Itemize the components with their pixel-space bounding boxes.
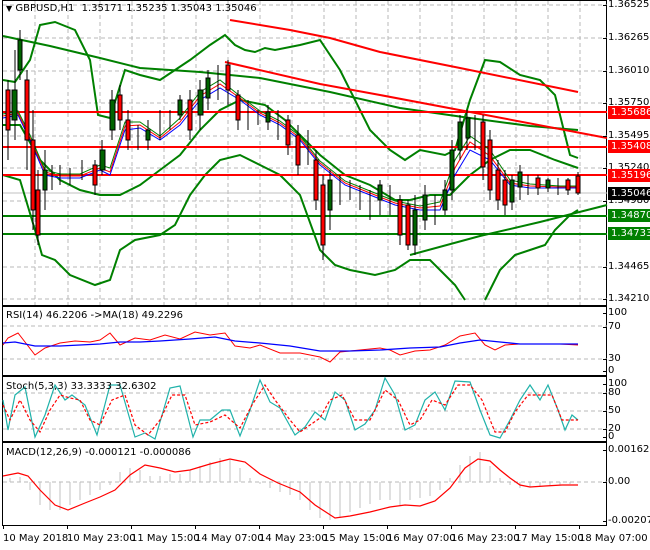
level-tag-support-2: 1.34733 xyxy=(608,227,650,240)
time-label: 17 May 15:00 xyxy=(515,533,584,544)
macd-tick: 0.001629 xyxy=(603,445,650,455)
time-tick-mark xyxy=(579,525,580,529)
time-tick-mark xyxy=(67,525,68,529)
rsi-tick: 30 xyxy=(603,353,621,364)
stoch-tick: 100 xyxy=(602,378,628,389)
stoch-signal-line xyxy=(2,383,578,436)
time-tick-mark xyxy=(131,525,132,529)
price-tick: 1.36525 xyxy=(602,0,650,10)
uptrend-line xyxy=(409,204,608,256)
rsi-grid xyxy=(3,325,607,360)
rsi-tick: 100 xyxy=(602,307,628,318)
ohlc-values: 1.35171 1.35235 1.35043 1.35046 xyxy=(81,3,257,14)
rsi-panel[interactable] xyxy=(2,306,607,376)
macd-signal-line xyxy=(2,458,578,519)
chart-header: ▼ GBPUSD,H1 1.35171 1.35235 1.35043 1.35… xyxy=(6,3,257,14)
rsi-line xyxy=(2,331,579,363)
stoch-tick: 50 xyxy=(603,405,621,416)
macd-panel[interactable] xyxy=(2,442,607,526)
price-tick: 1.35240 xyxy=(602,162,650,173)
lower-downtrend-line xyxy=(224,61,608,139)
level-tag-resistance-2: 1.35408 xyxy=(608,140,650,153)
time-tick-mark xyxy=(195,525,196,529)
macd-tick: -0.002079 xyxy=(602,516,650,526)
level-tag-resistance-3: 1.35196 xyxy=(608,169,650,182)
rsi-tick: 0 xyxy=(602,365,615,376)
bollinger-bands xyxy=(2,20,579,301)
time-label: 11 May 15:00 xyxy=(131,533,200,544)
candlesticks xyxy=(5,30,581,260)
time-label: 18 May 07:00 xyxy=(579,533,648,544)
symbol-label: GBPUSD,H1 xyxy=(15,3,75,14)
triangle-down-icon[interactable]: ▼ xyxy=(6,4,13,13)
long-ma-line xyxy=(2,35,579,131)
level-tag-support-1: 1.34870 xyxy=(608,209,650,222)
time-label: 10 May 2018 xyxy=(3,533,69,544)
price-tick: 1.34980 xyxy=(602,195,650,206)
time-tick-mark xyxy=(323,525,324,529)
time-tick-mark xyxy=(515,525,516,529)
time-label: 14 May 07:00 xyxy=(195,533,264,544)
macd-histogram xyxy=(9,452,571,520)
price-tick: 1.34465 xyxy=(602,261,650,272)
stoch-tick: 80 xyxy=(603,387,621,398)
time-label: 16 May 23:00 xyxy=(451,533,520,544)
upper-downtrend-line xyxy=(229,19,579,93)
price-tick: 1.36010 xyxy=(602,65,650,76)
price-grid xyxy=(3,1,607,305)
rsi-tick: 70 xyxy=(603,321,621,332)
price-tick: 1.34210 xyxy=(602,293,650,304)
current-price-tag: 1.35046 xyxy=(608,187,650,200)
macd-label: MACD(12,26,9) -0.000121 -0.000086 xyxy=(6,447,191,458)
price-tick: 1.35750 xyxy=(602,97,650,108)
macd-tick: 0.00 xyxy=(602,476,631,487)
time-tick-mark xyxy=(387,525,388,529)
stoch-tick: 20 xyxy=(603,423,621,434)
time-tick-mark xyxy=(451,525,452,529)
time-label: 14 May 23:00 xyxy=(259,533,328,544)
time-label: 10 May 23:00 xyxy=(67,533,136,544)
level-tag-resistance-1: 1.35686 xyxy=(608,106,650,119)
time-tick-mark xyxy=(3,525,4,529)
rsi-label: RSI(14) 46.2206 ->MA(18) 49.2296 xyxy=(6,310,183,321)
time-label: 15 May 15:00 xyxy=(323,533,392,544)
stoch-label: Stoch(5,3,3) 33.3333 32.6302 xyxy=(6,381,157,392)
stoch-tick: 0 xyxy=(602,431,615,442)
price-tick: 1.35495 xyxy=(602,130,650,141)
time-tick-mark xyxy=(259,525,260,529)
price-tick: 1.36265 xyxy=(602,32,650,43)
time-label: 16 May 07:00 xyxy=(387,533,456,544)
rsi-ma-line xyxy=(2,336,578,352)
